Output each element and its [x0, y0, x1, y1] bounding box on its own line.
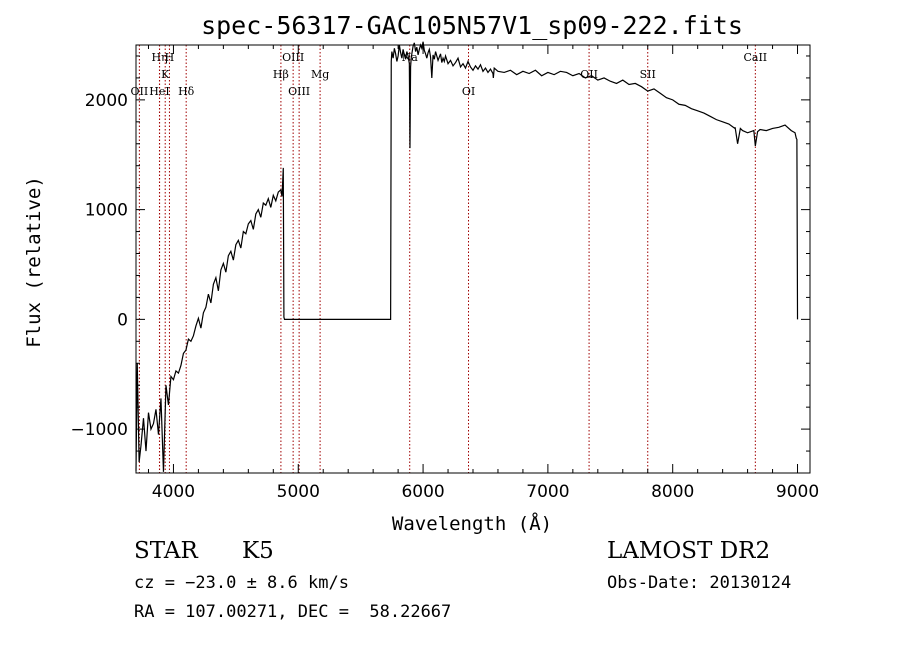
marker-label-7: Hβ — [273, 68, 289, 81]
x-tick-label-4: 8000 — [651, 482, 694, 502]
marker-label-10: Na — [402, 51, 419, 64]
x-tick-label-1: 5000 — [277, 482, 320, 502]
y-tick-label-1: 0 — [117, 310, 128, 330]
marker-label-0: Hη — [151, 51, 167, 64]
y-axis: −1000 0 1000 2000 — [70, 55, 810, 452]
y-tick-label-3: 2000 — [85, 91, 128, 111]
object-class: STAR — [134, 538, 198, 564]
survey-name: LAMOST DR2 — [607, 538, 771, 564]
x-axis-label: Wavelength (Å) — [392, 512, 552, 535]
x-axis: 4000 5000 6000 7000 8000 9000 — [147, 45, 819, 502]
observation-date: Obs-Date: 20130124 — [607, 573, 792, 593]
x-tick-label-3: 7000 — [526, 482, 569, 502]
object-subclass: K5 — [242, 538, 274, 564]
spectrum-series — [135, 41, 799, 472]
marker-label-5: Hδ — [178, 85, 195, 98]
plot-frame — [135, 44, 811, 474]
marker-label-3: OII — [131, 85, 149, 98]
marker-label-6: OIII — [282, 51, 304, 64]
x-tick-label-2: 6000 — [401, 482, 444, 502]
marker-label-1: H — [165, 51, 175, 64]
marker-label-8: Mg — [311, 68, 329, 81]
marker-label-4: HeI — [149, 85, 169, 98]
chart-title: spec-56317-GAC105N57V1_sp09-222.fits — [201, 11, 743, 40]
marker-label-9: OIII — [288, 85, 310, 98]
x-tick-label-0: 4000 — [152, 482, 195, 502]
spectrum-line-0 — [135, 41, 799, 472]
coordinates: RA = 107.00271, DEC = 58.22667 — [134, 602, 452, 622]
marker-label-11: OI — [462, 85, 475, 98]
marker-label-2: K — [161, 68, 170, 81]
x-tick-label-5: 9000 — [776, 482, 819, 502]
y-axis-label: Flux (relative) — [23, 176, 45, 348]
y-tick-label-2: 1000 — [85, 201, 128, 221]
marker-label-13: SII — [640, 68, 656, 81]
redshift-velocity: cz = −23.0 ± 8.6 km/s — [134, 573, 349, 593]
marker-label-14: CaII — [743, 51, 767, 64]
y-tick-label-0: −1000 — [70, 420, 128, 440]
